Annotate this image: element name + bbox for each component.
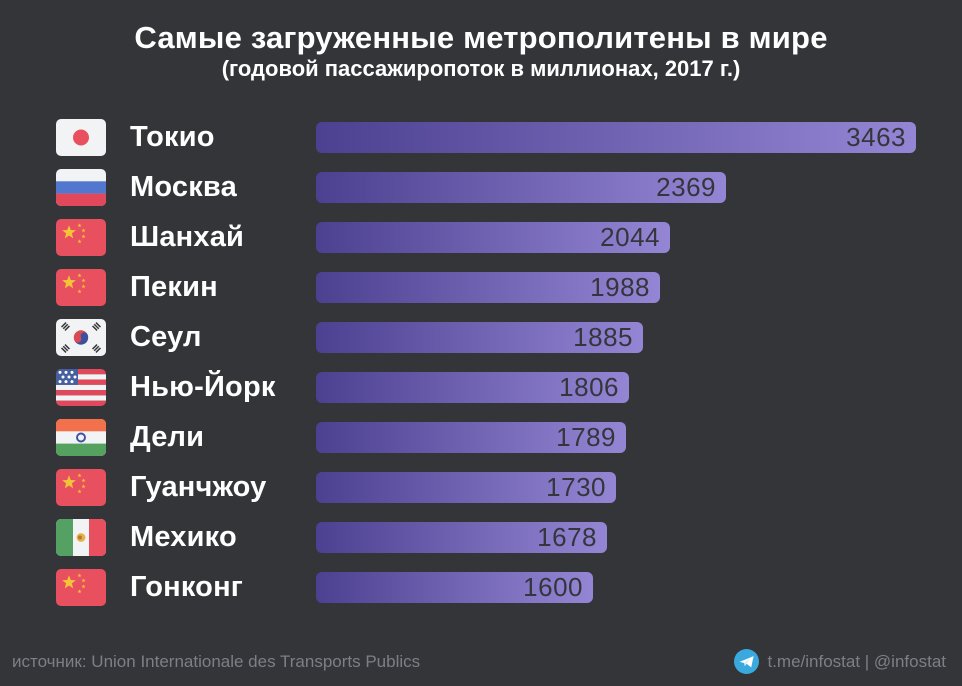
bar: 1789 <box>316 421 626 453</box>
metro-row: Мехико 1678 <box>0 512 962 562</box>
city-label: Гуанчжоу <box>130 470 267 503</box>
city-label: Пекин <box>130 270 218 303</box>
flag-russia-icon <box>56 168 106 206</box>
bar-value: 1806 <box>559 371 619 402</box>
telegram-credit: t.me/infostat | @infostat <box>734 649 946 674</box>
bar: 1678 <box>316 521 607 553</box>
metro-row: Москва 2369 <box>0 162 962 212</box>
metro-row: Нью-Йорк 1806 <box>0 362 962 412</box>
chart-title: Самые загруженные метрополитены в мире <box>134 20 828 55</box>
metro-row: Шанхай 2044 <box>0 212 962 262</box>
source-note: источник: Union Internationale des Trans… <box>12 651 421 671</box>
flag-china-icon <box>56 468 106 506</box>
city-label: Нью-Йорк <box>130 370 276 403</box>
flag-china-icon <box>56 268 106 306</box>
flag-china-icon <box>56 218 106 256</box>
bar-value: 1988 <box>590 271 650 302</box>
city-label: Мехико <box>130 520 237 553</box>
city-label: Дели <box>130 420 205 453</box>
flag-japan-icon <box>56 118 106 156</box>
flag-usa-icon <box>56 368 106 406</box>
metro-row: Токио 3463 <box>0 112 962 162</box>
metro-row: Сеул 1885 <box>0 312 962 362</box>
city-label: Шанхай <box>130 220 245 253</box>
telegram-icon <box>734 649 760 674</box>
metro-row: Дели 1789 <box>0 412 962 462</box>
city-label: Гонконг <box>130 570 244 603</box>
chart-footer: источник: Union Internationale des Trans… <box>0 649 962 686</box>
bar: 1988 <box>316 271 660 303</box>
metro-row: Гонконг 1600 <box>0 562 962 612</box>
bar: 1730 <box>316 471 616 503</box>
metro-row: Пекин 1988 <box>0 262 962 312</box>
bar-value: 2044 <box>600 221 660 252</box>
bar: 3463 <box>316 121 916 153</box>
bar-value: 1730 <box>546 471 606 502</box>
flag-china-icon <box>56 568 106 606</box>
bar: 2044 <box>316 221 670 253</box>
telegram-handle: t.me/infostat | @infostat <box>767 651 946 671</box>
flag-south-korea-icon <box>56 318 106 356</box>
bar: 2369 <box>316 171 726 203</box>
city-label: Москва <box>130 170 237 203</box>
metro-row: Гуанчжоу 1730 <box>0 462 962 512</box>
bar: 1600 <box>316 571 593 603</box>
chart-subtitle: (годовой пассажиропоток в миллионах, 201… <box>221 56 741 81</box>
bar-value: 1600 <box>523 571 583 602</box>
bar-value: 3463 <box>846 121 906 152</box>
flag-mexico-icon <box>56 518 106 556</box>
bar: 1885 <box>316 321 643 353</box>
bar-chart: Токио 3463 Москва 2369 Шанхай 2044 Пекин 1988 Се… <box>0 112 962 612</box>
bar-value: 1678 <box>537 521 597 552</box>
bar: 1806 <box>316 371 629 403</box>
chart-header: Самые загруженные метрополитены в мире (… <box>0 0 962 82</box>
flag-india-icon <box>56 418 106 456</box>
bar-value: 1789 <box>556 421 616 452</box>
city-label: Токио <box>130 120 215 153</box>
city-label: Сеул <box>130 320 202 353</box>
bar-value: 1885 <box>573 321 633 352</box>
bar-value: 2369 <box>656 171 716 202</box>
